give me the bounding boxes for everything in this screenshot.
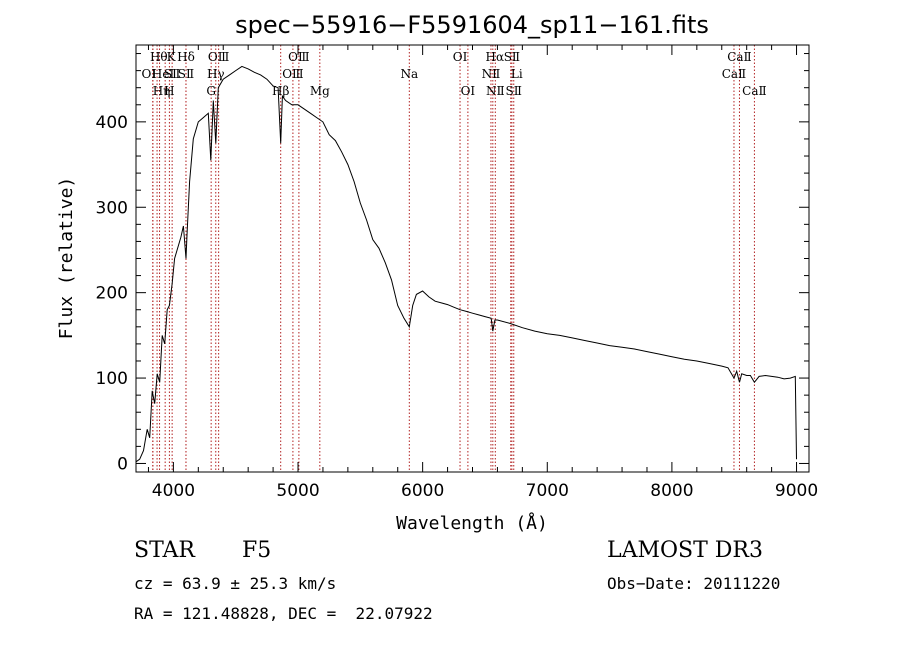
- spectral-line-label: H: [164, 84, 174, 98]
- spectral-line-label: CaⅡ: [742, 84, 767, 98]
- spectral-line-label: OⅠ: [453, 50, 468, 64]
- spectral-line-label: CaⅡ: [727, 50, 752, 64]
- redshift-line: cz = 63.9 ± 25.3 km/s: [134, 574, 337, 593]
- spectral-line-label: OⅠ: [142, 67, 157, 81]
- x-tick-label: 7000: [526, 481, 569, 501]
- spectral-line-label: Hα: [486, 50, 505, 64]
- object-class-label: STAR: [134, 538, 195, 563]
- y-tick-label: 0: [117, 454, 128, 474]
- spectral-line-markers: [152, 45, 755, 472]
- y-tick-label: 400: [96, 113, 128, 133]
- spectrum-line: [135, 65, 797, 463]
- spectral-line-label: K: [167, 50, 177, 64]
- x-tick-label: 9000: [775, 481, 818, 501]
- x-tick-label: 8000: [650, 481, 693, 501]
- spectral-line-label: SⅡ: [178, 67, 194, 81]
- spectral-line-label: OⅢ: [288, 50, 309, 64]
- spectrum-plot: spec−55916−F5591604_sp11−161.fits OⅠ Hθ Hη…: [56, 11, 818, 534]
- chart-title: spec−55916−F5591604_sp11−161.fits: [235, 11, 709, 39]
- subclass-label: F5: [242, 538, 272, 563]
- plot-frame: [135, 44, 810, 473]
- y-tick-label: 100: [96, 369, 128, 389]
- spectral-line-label: Na: [400, 67, 418, 81]
- spectral-line-label: SⅡ: [504, 50, 520, 64]
- spectral-line-label: OⅢ: [282, 67, 303, 81]
- y-tick-label: 200: [96, 284, 128, 304]
- spectral-line-label: Hδ: [177, 50, 195, 64]
- x-axis-title: Wavelength (Å): [396, 512, 548, 534]
- obs-date-line: Obs−Date: 20111220: [607, 574, 781, 593]
- x-tick-label: 4000: [152, 481, 195, 501]
- spectral-line-label: OⅢ: [208, 50, 229, 64]
- spectral-line-label: SⅡ: [164, 67, 180, 81]
- spectral-line-label: Li: [511, 67, 523, 81]
- y-tick-label: 300: [96, 198, 128, 218]
- spectral-line-label: G: [206, 84, 216, 98]
- spectral-line-label: NⅡ: [486, 84, 505, 98]
- spectral-line-label: Mg: [310, 84, 330, 98]
- x-tick-label: 5000: [276, 481, 319, 501]
- coordinates-line: RA = 121.48828, DEC = 22.07922: [134, 604, 433, 623]
- spectral-line-label: OⅠ: [461, 84, 476, 98]
- spectral-line-label: SⅡ: [506, 84, 522, 98]
- spectral-line-label: HeⅠ: [152, 67, 175, 81]
- spectral-line-label: Hθ: [150, 50, 168, 64]
- survey-label: LAMOST DR3: [607, 538, 763, 563]
- axis-ticks: 4000 5000 6000 7000 8000 9000 0 100 200 300 400: [96, 45, 818, 501]
- x-tick-label: 6000: [401, 481, 444, 501]
- spectral-line-label: Hη: [153, 84, 171, 98]
- spectral-line-label: Hγ: [207, 67, 225, 81]
- spectral-line-label: CaⅡ: [722, 67, 747, 81]
- y-axis-title: Flux (relative): [56, 177, 77, 340]
- spectral-line-label: NⅡ: [482, 67, 501, 81]
